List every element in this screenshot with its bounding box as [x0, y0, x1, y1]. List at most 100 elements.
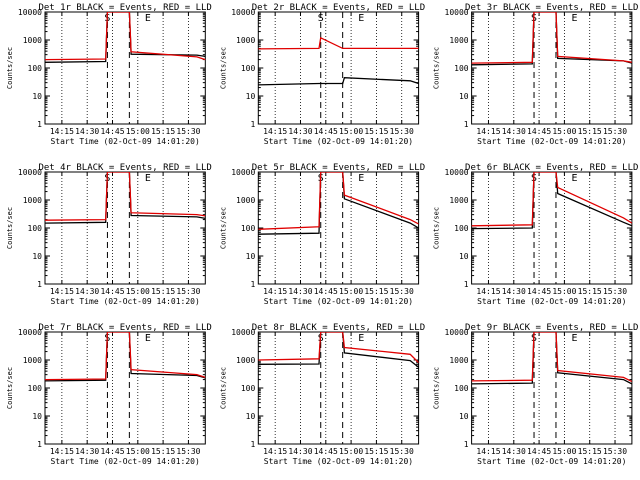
x-tick-label: 15:15	[578, 447, 602, 456]
x-tick-label: 14:30	[288, 127, 312, 136]
chart-title: Det 9r BLACK = Events, RED = LLD	[465, 323, 638, 333]
y-tick-label: 10000	[231, 328, 255, 337]
x-tick-label: 14:15	[263, 287, 287, 296]
x-tick-label: 14:30	[75, 127, 99, 136]
x-tick-label: 14:30	[288, 447, 312, 456]
y-tick-label: 1000	[23, 356, 42, 365]
series-line-events	[258, 77, 419, 86]
x-tick-label: 14:15	[476, 287, 500, 296]
y-tick-label: 100	[241, 64, 256, 73]
series-line-lld	[471, 12, 632, 64]
x-tick-label: 14:45	[527, 447, 551, 456]
y-tick-label: 10	[246, 92, 256, 101]
y-tick-label: 100	[454, 384, 469, 393]
y-tick-label: 10	[32, 92, 42, 101]
series-line-events	[45, 332, 206, 382]
y-tick-label: 1	[250, 440, 255, 449]
y-tick-label: 1000	[449, 196, 468, 205]
y-tick-label: 100	[28, 64, 43, 73]
y-tick-label: 100	[454, 224, 469, 233]
y-tick-label: 10000	[231, 168, 255, 177]
y-axis-label: Counts/sec	[6, 367, 14, 409]
x-tick-label: 15:00	[126, 287, 150, 296]
y-axis-label: Counts/sec	[219, 367, 227, 409]
x-tick-label: 14:30	[288, 287, 312, 296]
plot-frame	[257, 331, 420, 445]
x-tick-label: 15:00	[339, 287, 363, 296]
y-tick-label: 100	[241, 224, 256, 233]
series-line-events	[258, 172, 419, 235]
x-tick-label: 14:30	[502, 287, 526, 296]
x-tick-label: 15:00	[552, 127, 576, 136]
series-line-lld	[45, 172, 206, 221]
series-line-lld	[45, 12, 206, 61]
x-tick-label: 14:15	[476, 127, 500, 136]
x-tick-label: 14:30	[75, 287, 99, 296]
x-tick-label: 14:15	[476, 447, 500, 456]
x-tick-label: 15:30	[176, 287, 200, 296]
chart-title: Det 2r BLACK = Events, RED = LLD	[252, 3, 425, 13]
series-line-lld	[258, 332, 419, 364]
x-tick-label: 15:00	[126, 127, 150, 136]
x-tick-label: 15:15	[578, 127, 602, 136]
y-tick-label: 100	[28, 384, 43, 393]
y-tick-label: 100	[28, 224, 43, 233]
y-tick-label: 1	[464, 280, 469, 289]
y-tick-label: 10	[459, 412, 469, 421]
y-tick-label: 10000	[18, 8, 42, 17]
chart-title: Det 8r BLACK = Events, RED = LLD	[252, 323, 425, 333]
end-marker: E	[572, 173, 578, 184]
end-marker: E	[572, 333, 578, 344]
chart-title: Det 7r BLACK = Events, RED = LLD	[38, 323, 211, 333]
x-tick-label: 15:00	[552, 287, 576, 296]
y-tick-label: 1	[464, 440, 469, 449]
plot-frame	[471, 11, 633, 125]
y-tick-label: 10000	[18, 328, 42, 337]
end-marker: E	[358, 13, 364, 24]
x-tick-label: 15:15	[364, 447, 388, 456]
x-tick-label: 15:15	[364, 127, 388, 136]
x-tick-label: 14:15	[50, 447, 74, 456]
y-tick-label: 10000	[231, 8, 255, 17]
y-tick-label: 10	[32, 252, 42, 261]
end-marker: E	[145, 173, 151, 184]
x-tick-label: 15:30	[603, 447, 627, 456]
y-tick-label: 1	[250, 280, 255, 289]
y-tick-label: 100	[454, 64, 469, 73]
y-tick-label: 10	[459, 252, 469, 261]
y-tick-label: 10	[246, 412, 256, 421]
x-axis-label: Start Time (02-Oct-09 14:01:20)	[477, 297, 626, 306]
y-tick-label: 1000	[23, 196, 42, 205]
x-tick-label: 15:00	[339, 127, 363, 136]
y-tick-label: 1000	[23, 36, 42, 45]
x-tick-label: 14:45	[314, 127, 338, 136]
x-tick-label: 15:30	[603, 287, 627, 296]
x-tick-label: 14:45	[314, 287, 338, 296]
x-tick-label: 15:30	[390, 447, 414, 456]
y-tick-label: 1	[37, 120, 42, 129]
x-tick-label: 15:15	[578, 287, 602, 296]
x-axis-label: Start Time (02-Oct-09 14:01:20)	[264, 457, 413, 466]
y-tick-label: 1000	[236, 356, 255, 365]
series-line-lld	[258, 172, 419, 230]
y-tick-label: 1000	[236, 36, 255, 45]
plot-frame	[471, 331, 633, 445]
y-tick-label: 10	[246, 252, 256, 261]
x-axis-label: Start Time (02-Oct-09 14:01:20)	[477, 137, 626, 146]
x-tick-label: 15:30	[603, 127, 627, 136]
plot-frame	[44, 171, 206, 285]
series-line-events	[471, 332, 632, 385]
x-tick-label: 15:30	[176, 127, 200, 136]
y-tick-label: 10	[459, 92, 469, 101]
x-tick-label: 14:45	[527, 287, 551, 296]
x-tick-label: 14:45	[100, 127, 124, 136]
y-axis-label: Counts/sec	[433, 207, 441, 249]
start-marker: S	[318, 13, 324, 24]
x-axis-label: Start Time (02-Oct-09 14:01:20)	[264, 297, 413, 306]
chart-title: Det 6r BLACK = Events, RED = LLD	[465, 163, 638, 173]
